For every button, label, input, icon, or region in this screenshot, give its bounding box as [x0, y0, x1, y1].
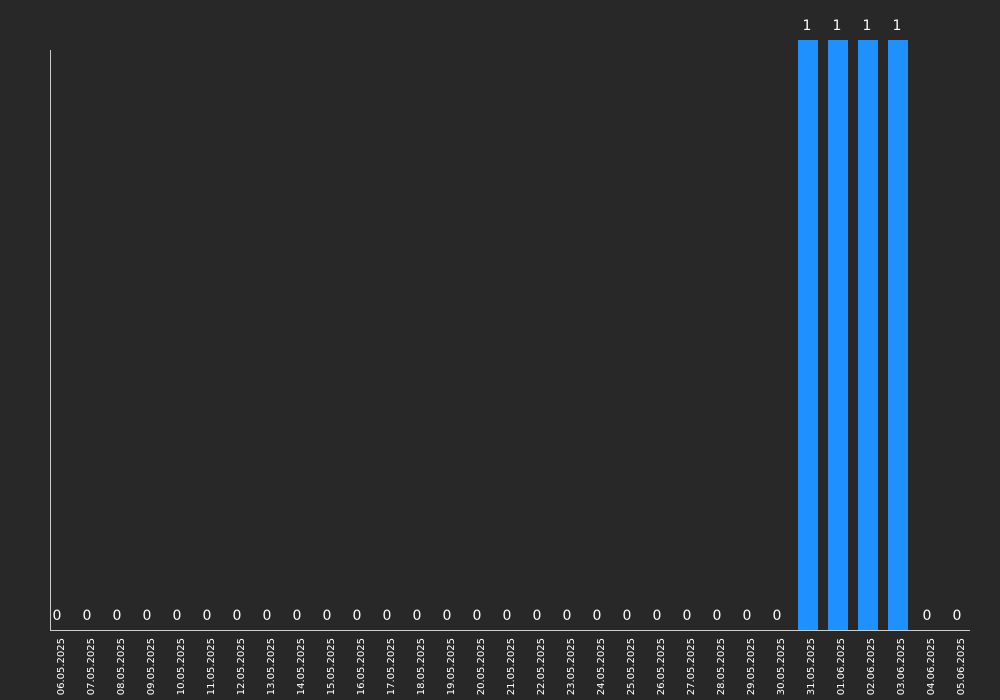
x-tick-label: 21.05.2025 [506, 638, 517, 695]
value-label: 0 [473, 608, 482, 624]
value-label: 0 [953, 608, 962, 624]
value-label: 0 [683, 608, 692, 624]
x-tick-label: 16.05.2025 [356, 638, 367, 695]
x-tick-label: 17.05.2025 [386, 638, 397, 695]
value-label: 1 [833, 18, 842, 34]
value-label: 0 [113, 608, 122, 624]
value-label: 0 [623, 608, 632, 624]
value-label: 0 [323, 608, 332, 624]
value-label: 0 [923, 608, 932, 624]
x-tick-label: 08.05.2025 [116, 638, 127, 695]
value-label: 0 [563, 608, 572, 624]
x-tick-label: 31.05.2025 [806, 638, 817, 695]
x-tick-label: 13.05.2025 [266, 638, 277, 695]
x-tick-label: 05.06.2025 [956, 638, 967, 695]
value-label: 0 [353, 608, 362, 624]
value-label: 0 [233, 608, 242, 624]
x-tick-label: 06.05.2025 [56, 638, 67, 695]
x-tick-label: 22.05.2025 [536, 638, 547, 695]
x-tick-label: 01.06.2025 [836, 638, 847, 695]
x-tick-label: 12.05.2025 [236, 638, 247, 695]
value-label: 0 [743, 608, 752, 624]
value-label: 0 [173, 608, 182, 624]
x-tick-label: 03.06.2025 [896, 638, 907, 695]
x-tick-label: 26.05.2025 [656, 638, 667, 695]
x-tick-label: 07.05.2025 [86, 638, 97, 695]
x-tick-label: 11.05.2025 [206, 638, 217, 695]
value-label: 0 [593, 608, 602, 624]
value-label: 0 [413, 608, 422, 624]
x-tick-label: 18.05.2025 [416, 638, 427, 695]
x-tick-label: 19.05.2025 [446, 638, 457, 695]
value-label: 0 [503, 608, 512, 624]
bar [798, 40, 818, 630]
x-tick-label: 30.05.2025 [776, 638, 787, 695]
value-label: 0 [83, 608, 92, 624]
value-label: 0 [263, 608, 272, 624]
x-tick-label: 27.05.2025 [686, 638, 697, 695]
x-tick-label: 23.05.2025 [566, 638, 577, 695]
x-tick-label: 29.05.2025 [746, 638, 757, 695]
x-tick-label: 04.06.2025 [926, 638, 937, 695]
value-label: 1 [803, 18, 812, 34]
x-tick-label: 10.05.2025 [176, 638, 187, 695]
bar [888, 40, 908, 630]
x-tick-label: 20.05.2025 [476, 638, 487, 695]
value-label: 0 [53, 608, 62, 624]
value-label: 0 [533, 608, 542, 624]
value-label: 0 [293, 608, 302, 624]
value-label: 1 [893, 18, 902, 34]
x-tick-label: 28.05.2025 [716, 638, 727, 695]
value-label: 0 [383, 608, 392, 624]
x-tick-label: 24.05.2025 [596, 638, 607, 695]
value-label: 1 [863, 18, 872, 34]
x-tick-label: 14.05.2025 [296, 638, 307, 695]
bar [858, 40, 878, 630]
x-tick-label: 25.05.2025 [626, 638, 637, 695]
value-label: 0 [443, 608, 452, 624]
value-label: 0 [203, 608, 212, 624]
x-tick-label: 09.05.2025 [146, 638, 157, 695]
value-label: 0 [143, 608, 152, 624]
value-label: 0 [713, 608, 722, 624]
x-tick-label: 02.06.2025 [866, 638, 877, 695]
value-label: 0 [653, 608, 662, 624]
x-tick-label: 15.05.2025 [326, 638, 337, 695]
bar [828, 40, 848, 630]
value-label: 0 [773, 608, 782, 624]
